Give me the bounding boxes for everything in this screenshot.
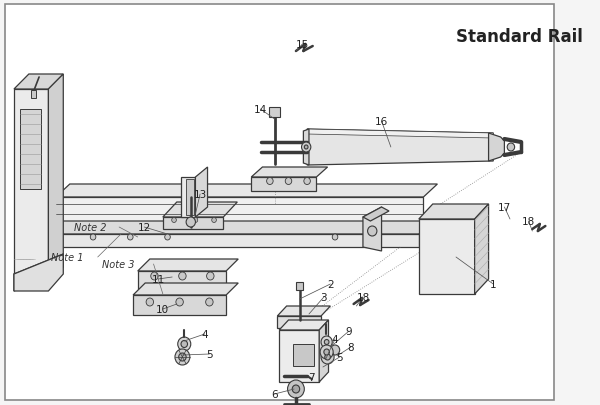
Circle shape <box>507 144 515 151</box>
Circle shape <box>165 234 170 241</box>
Text: 3: 3 <box>320 292 327 302</box>
Text: 14: 14 <box>254 105 267 115</box>
Polygon shape <box>279 330 319 382</box>
Polygon shape <box>307 130 493 166</box>
Text: 7: 7 <box>308 372 315 382</box>
Bar <box>31 91 36 99</box>
Text: 10: 10 <box>156 304 169 314</box>
Circle shape <box>206 272 214 280</box>
Circle shape <box>325 354 331 360</box>
Polygon shape <box>163 202 238 217</box>
Circle shape <box>320 345 333 359</box>
Polygon shape <box>14 254 63 291</box>
Text: 8: 8 <box>347 342 354 352</box>
Circle shape <box>146 298 154 306</box>
Polygon shape <box>133 284 238 295</box>
Circle shape <box>321 336 332 348</box>
Polygon shape <box>47 234 419 247</box>
Circle shape <box>127 234 133 241</box>
Polygon shape <box>163 217 223 230</box>
Bar <box>293 344 314 366</box>
Polygon shape <box>419 220 475 294</box>
Circle shape <box>172 218 176 223</box>
Text: Note 3: Note 3 <box>103 259 135 269</box>
Circle shape <box>90 234 96 241</box>
Polygon shape <box>277 306 331 316</box>
Polygon shape <box>138 259 238 271</box>
Circle shape <box>175 349 190 365</box>
Circle shape <box>151 272 158 280</box>
Circle shape <box>332 234 338 241</box>
Polygon shape <box>56 198 424 228</box>
Circle shape <box>266 178 273 185</box>
Polygon shape <box>279 320 329 330</box>
Text: 11: 11 <box>152 274 165 284</box>
Circle shape <box>178 337 191 351</box>
Text: 1: 1 <box>490 279 497 289</box>
Circle shape <box>181 341 188 347</box>
Text: 15: 15 <box>296 40 309 50</box>
Circle shape <box>292 385 299 393</box>
Text: 18: 18 <box>356 292 370 302</box>
Polygon shape <box>14 90 49 279</box>
Circle shape <box>321 350 334 364</box>
Circle shape <box>287 380 304 398</box>
Circle shape <box>212 218 217 223</box>
Bar <box>20 110 41 190</box>
Bar <box>269 108 280 118</box>
Polygon shape <box>419 205 488 220</box>
Circle shape <box>325 340 329 345</box>
Polygon shape <box>14 254 63 291</box>
Bar <box>296 282 304 290</box>
Circle shape <box>285 178 292 185</box>
Text: 5: 5 <box>337 352 343 362</box>
Text: Note 2: Note 2 <box>74 222 107 232</box>
Polygon shape <box>138 271 226 289</box>
Text: 5: 5 <box>206 349 213 359</box>
Polygon shape <box>186 179 194 215</box>
Polygon shape <box>56 185 437 198</box>
Polygon shape <box>181 177 196 217</box>
Text: 12: 12 <box>137 222 151 232</box>
Polygon shape <box>319 320 329 382</box>
Polygon shape <box>307 130 493 139</box>
Polygon shape <box>196 168 208 217</box>
Text: 2: 2 <box>327 279 334 289</box>
Polygon shape <box>488 134 505 162</box>
Text: 17: 17 <box>498 202 511 213</box>
Circle shape <box>304 146 308 149</box>
Circle shape <box>331 345 340 355</box>
Polygon shape <box>363 207 389 222</box>
Polygon shape <box>363 207 382 252</box>
Polygon shape <box>251 177 316 192</box>
Polygon shape <box>14 75 63 90</box>
Circle shape <box>186 217 196 228</box>
Polygon shape <box>47 222 433 234</box>
Circle shape <box>368 226 377 237</box>
Text: Standard Rail: Standard Rail <box>456 28 583 46</box>
Polygon shape <box>49 75 63 279</box>
Text: 9: 9 <box>346 326 352 336</box>
Circle shape <box>304 178 310 185</box>
Circle shape <box>176 298 184 306</box>
Text: Note 1: Note 1 <box>51 252 83 262</box>
Text: 4: 4 <box>202 329 208 339</box>
Polygon shape <box>133 295 226 315</box>
Polygon shape <box>277 316 321 328</box>
Circle shape <box>179 272 186 280</box>
Text: 16: 16 <box>375 117 388 127</box>
Circle shape <box>302 143 311 153</box>
Circle shape <box>324 349 329 355</box>
Text: 6: 6 <box>271 389 278 399</box>
Polygon shape <box>475 205 488 294</box>
Text: 13: 13 <box>193 190 207 200</box>
Polygon shape <box>304 130 309 166</box>
Polygon shape <box>251 168 328 177</box>
Text: 4: 4 <box>332 334 338 344</box>
Circle shape <box>193 218 198 223</box>
Circle shape <box>206 298 213 306</box>
Circle shape <box>179 353 186 361</box>
Text: 18: 18 <box>522 216 535 226</box>
Circle shape <box>370 234 375 241</box>
